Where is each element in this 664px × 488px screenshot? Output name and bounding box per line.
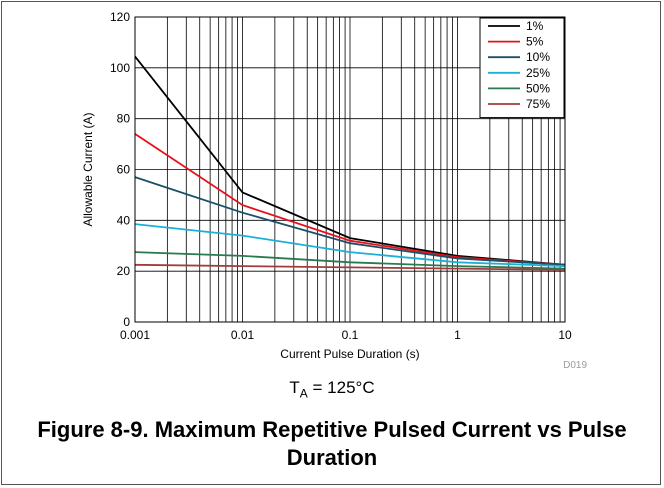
y-tick-label: 100 bbox=[110, 61, 130, 75]
y-tick-labels: 0 20 40 60 80 100 120 bbox=[110, 10, 130, 329]
x-tick-label: 0.001 bbox=[120, 328, 150, 342]
series-line-10pct bbox=[134, 176, 566, 266]
figure-caption: Figure 8-9. Maximum Repetitive Pulsed Cu… bbox=[37, 417, 627, 470]
legend-label: 10% bbox=[526, 50, 550, 64]
series-line-75pct bbox=[134, 263, 566, 271]
x-tick-labels: 0.001 0.01 0.1 1 10 bbox=[120, 328, 572, 342]
y-tick-label: 60 bbox=[117, 163, 131, 177]
x-tick-label: 0.1 bbox=[342, 328, 359, 342]
y-tick-label: 20 bbox=[117, 264, 131, 278]
y-axis-label: Allowable Current (A) bbox=[81, 112, 95, 226]
condition-prefix: T bbox=[289, 378, 300, 397]
legend-label: 50% bbox=[526, 81, 550, 95]
x-tick-label: 10 bbox=[558, 328, 572, 342]
condition-suffix: = 125°C bbox=[307, 378, 375, 397]
legend-label: 1% bbox=[526, 19, 544, 33]
test-condition-label: TA = 125°C bbox=[0, 378, 664, 400]
y-tick-label: 0 bbox=[123, 315, 130, 329]
figure-id-label: D019 bbox=[563, 360, 587, 371]
legend-label: 75% bbox=[526, 97, 550, 111]
series-line-50pct bbox=[134, 251, 566, 270]
chart: 0 20 40 60 80 100 120 0.001 0.01 0.1 1 10 Current … bbox=[81, 10, 587, 371]
legend-label: 25% bbox=[526, 66, 550, 80]
series-lines bbox=[134, 55, 566, 271]
series-line-25pct bbox=[134, 223, 566, 267]
y-tick-label: 120 bbox=[110, 10, 130, 24]
x-axis-label: Current Pulse Duration (s) bbox=[280, 347, 419, 361]
condition-subscript: A bbox=[299, 386, 308, 401]
y-tick-label: 40 bbox=[117, 213, 131, 227]
legend-label: 5% bbox=[526, 35, 544, 49]
y-tick-label: 80 bbox=[117, 112, 131, 126]
x-tick-label: 0.01 bbox=[231, 328, 255, 342]
legend: 1% 5%10% 25%50% 75% bbox=[479, 17, 565, 119]
legend-box bbox=[479, 17, 565, 119]
x-tick-label: 1 bbox=[454, 328, 461, 342]
plot-area-border bbox=[134, 16, 566, 323]
grid-lines bbox=[135, 17, 565, 322]
